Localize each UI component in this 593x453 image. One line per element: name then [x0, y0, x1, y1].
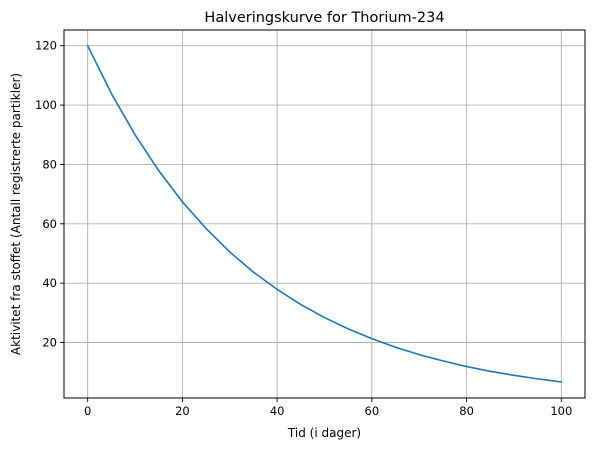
y-tick-label: 120: [35, 39, 57, 53]
x-tick-label: 80: [459, 404, 474, 418]
y-tick-label: 20: [42, 336, 57, 350]
x-tick-label: 0: [84, 404, 91, 418]
y-axis-label: Aktivitet fra stoffet (Antall registrert…: [9, 73, 23, 355]
x-axis-label: Tid (i dager): [287, 426, 361, 440]
plot-frame: [63, 29, 586, 399]
chart-title: Halveringskurve for Thorium-234: [204, 10, 444, 26]
y-tick-label: 100: [35, 98, 57, 112]
series-line: [86, 44, 563, 383]
series-layer: [86, 44, 563, 383]
y-tick-label: 60: [42, 217, 57, 231]
x-tick-label: 20: [175, 404, 190, 418]
axis-ticks: 0 20 40 60 80 100 20 40 60 80 100 120: [35, 39, 572, 418]
x-tick-label: 40: [270, 404, 285, 418]
y-tick-label: 80: [42, 157, 57, 171]
x-tick-label: 60: [365, 404, 380, 418]
y-tick-label: 40: [42, 276, 57, 290]
grid-lines: [64, 30, 585, 398]
x-tick-label: 100: [550, 404, 572, 418]
